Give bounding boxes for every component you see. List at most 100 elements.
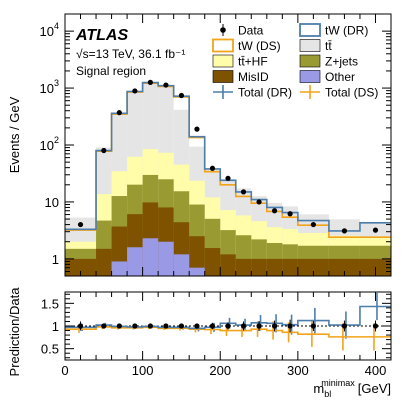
y-tick-label: 102 — [40, 135, 59, 153]
stack-bar-other — [282, 276, 298, 281]
data-point — [116, 110, 122, 116]
legend-label-tt-: tt̄ — [325, 39, 332, 53]
ratio-dr-line — [65, 305, 391, 330]
legend-swatch-z-jets — [299, 54, 321, 68]
legend-label-total-ds-: Total (DS) — [325, 86, 378, 100]
main-plot-frame — [64, 13, 392, 277]
legend: Data tW (DR) tW (DS) tt̄ tt̄+HF Z+jets MisID Ot… — [212, 23, 378, 100]
stack-bar-misid — [204, 248, 221, 276]
ratio-data-point — [101, 323, 107, 329]
data-point — [209, 165, 216, 171]
legend-label-data: Data — [238, 24, 264, 38]
stack-bar-misid — [235, 258, 252, 276]
data-point — [163, 82, 169, 88]
stack-bar-misid — [65, 258, 97, 276]
stack-bar-misid — [297, 258, 329, 276]
legend-label-misid: MisID — [238, 70, 269, 84]
data-point — [101, 147, 107, 154]
y-tick-label: 10 — [45, 195, 59, 210]
legend-label-tt-hf: tt̄+HF — [238, 55, 268, 69]
ratio-data-point — [271, 323, 278, 329]
legend-label-z-jets: Z+jets — [325, 55, 358, 69]
stack-bar-other — [298, 276, 329, 281]
legend-swatch-misid — [212, 70, 234, 83]
stack-bar-other — [142, 238, 159, 276]
ratio-y-tick-label: 0.5 — [41, 342, 59, 357]
stack-bar-other — [158, 241, 174, 276]
legend-swatch-tw-ds- — [212, 38, 234, 53]
stack-bar-other — [205, 276, 221, 281]
ratio-data-point — [116, 323, 122, 329]
x-tick-label: 100 — [132, 363, 154, 378]
legend-swatch-tw-dr- — [299, 23, 321, 37]
legend-label-tw-dr-: tW (DR) — [325, 24, 368, 38]
stack-bar-other — [111, 261, 128, 276]
x-axis-label: mblminimax [GeV] — [313, 378, 391, 399]
stack-bar-misid — [189, 236, 205, 276]
x-tick-label: 300 — [287, 363, 309, 378]
ratio-data-point — [163, 323, 169, 329]
stack-bar-other — [189, 267, 205, 276]
data-point — [147, 79, 153, 85]
stack-bar-other — [251, 276, 267, 281]
stack-bar-misid — [282, 258, 298, 276]
stack-bar-other — [96, 276, 112, 281]
data-point — [310, 221, 316, 228]
legend-data-marker — [220, 27, 226, 33]
stack-bar-other — [267, 276, 283, 281]
region-label: Signal region — [76, 64, 146, 78]
stack-bar-other — [360, 276, 391, 281]
stack-bar-other — [127, 247, 143, 276]
ratio-data-point — [132, 323, 138, 329]
stack-bar-misid — [251, 258, 267, 276]
legend-swatch-other — [299, 70, 321, 83]
ratio-plot-frame — [64, 291, 392, 361]
ratio-data-point — [341, 323, 348, 329]
ratio-y-tick-label: 1 — [52, 319, 59, 334]
stack-bar-misid — [96, 248, 112, 276]
ratio-data-point — [178, 323, 185, 329]
legend-label-total-dr-: Total (DR) — [238, 86, 292, 100]
ratio-data-point — [209, 323, 216, 329]
ratio-data-point — [240, 323, 247, 329]
y-tick-label: 103 — [40, 78, 59, 96]
data-point — [341, 228, 348, 234]
stack-bar-other — [220, 276, 236, 281]
stack-bar-misid — [328, 258, 360, 276]
data-point — [225, 175, 231, 181]
data-point — [256, 199, 262, 205]
ratio-y-tick-label: 1.5 — [41, 296, 59, 311]
y-tick-label: 1 — [52, 252, 59, 267]
ratio-data-point — [256, 323, 262, 329]
experiment-label: ATLAS — [75, 27, 128, 44]
data-point — [240, 189, 247, 195]
data-point — [77, 221, 84, 228]
ratio-data-point — [147, 323, 153, 329]
plot-info: ATLAS √s=13 TeV, 36.1 fb⁻¹ Signal region — [75, 27, 185, 78]
data-point — [271, 208, 278, 214]
main-plot-content — [65, 79, 391, 281]
data-point — [287, 211, 293, 217]
data-point — [178, 92, 185, 99]
y-tick-label: 104 — [40, 21, 59, 39]
y-axis-label: Events / GeV — [7, 96, 22, 173]
legend-swatch-tt- — [299, 39, 321, 52]
legend-label-tw-ds-: tW (DS) — [238, 39, 281, 53]
stack-bar-misid — [266, 258, 283, 276]
ratio-plot-content — [65, 292, 391, 351]
x-tick-label: 0 — [61, 363, 68, 378]
energy-luminosity-label: √s=13 TeV, 36.1 fb⁻¹ — [76, 47, 185, 61]
ratio-ds-line — [65, 326, 391, 338]
ratio-data-point — [194, 323, 200, 329]
legend-label-other: Other — [325, 70, 355, 84]
legend-swatch-tt-hf — [212, 54, 234, 68]
axis-labels: 1 10 102 103 104 0.5 1 1.5 0 100 200 300 400 Events /… — [7, 21, 391, 399]
data-point — [132, 88, 138, 94]
data-point — [194, 126, 200, 132]
ratio-data-point — [287, 323, 293, 329]
x-tick-label: 200 — [209, 363, 231, 378]
ratio-data-point — [372, 323, 379, 329]
x-tick-label: 400 — [365, 363, 387, 378]
ratio-data-point — [310, 323, 316, 329]
